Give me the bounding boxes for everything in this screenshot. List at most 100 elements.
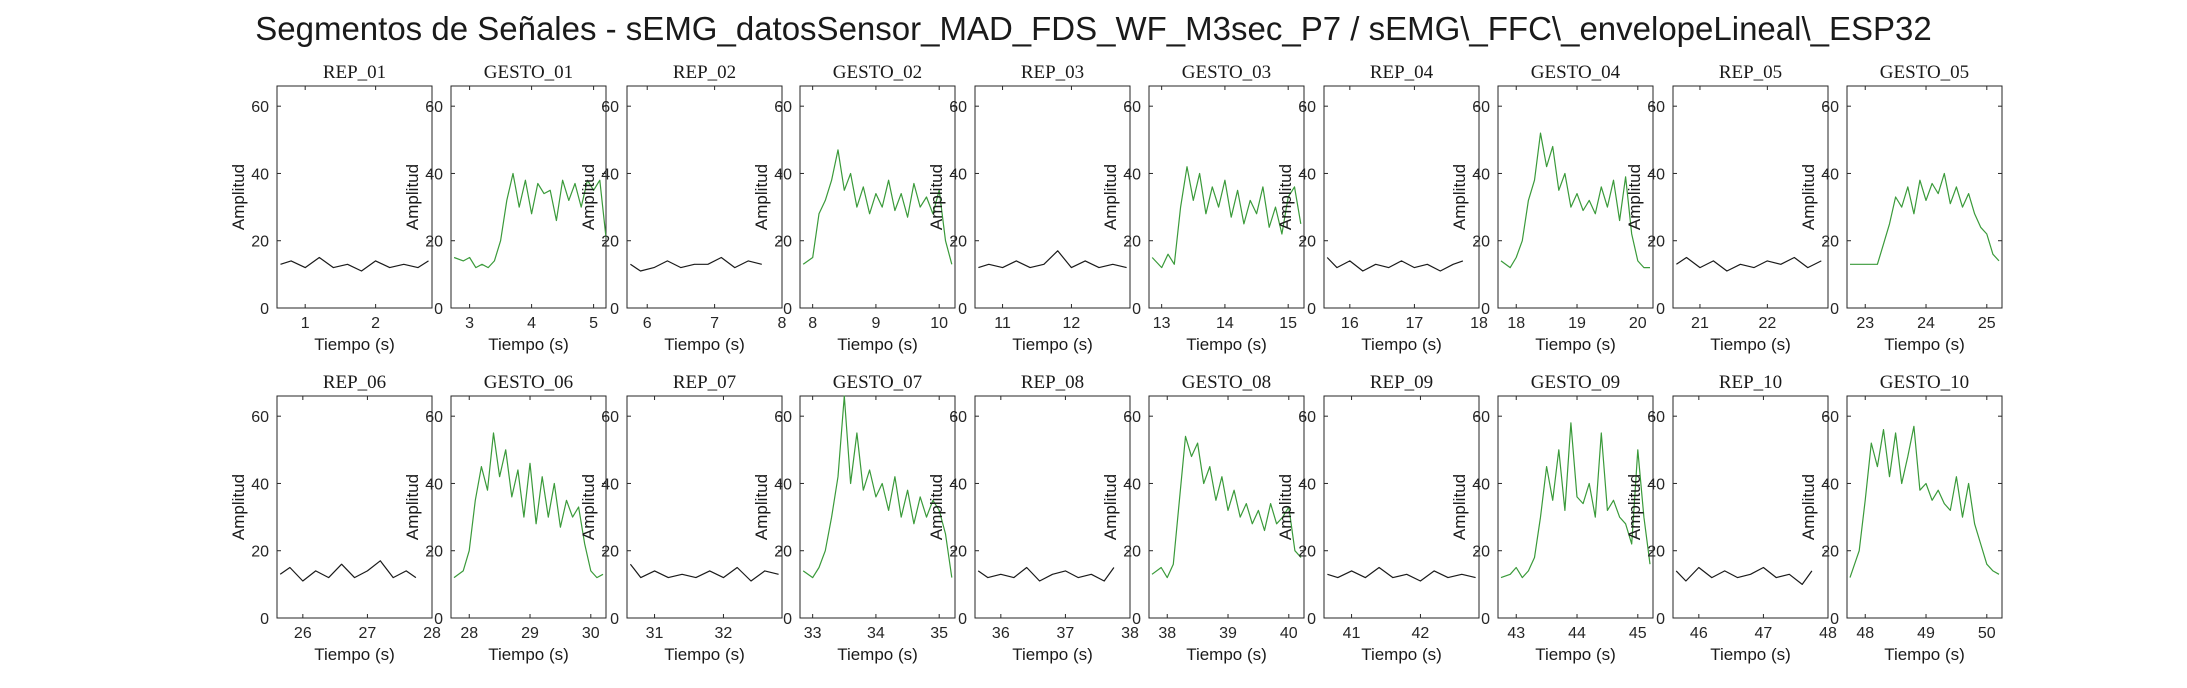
signal-line <box>1327 566 1476 582</box>
y-tick-label: 60 <box>949 99 967 116</box>
figure-title: Segmentos de Señales - sEMG_datosSensor_… <box>255 10 1932 47</box>
signal-line <box>1326 257 1464 272</box>
subplot: REP_06 0 20 40 60 26 27 28 Tiempo (s) Amplitud <box>229 372 441 664</box>
y-tick-label: 40 <box>251 166 269 183</box>
x-tick-label: 39 <box>1219 625 1237 642</box>
x-tick-label: 30 <box>582 625 600 642</box>
y-tick-label: 40 <box>774 166 792 183</box>
y-tick-label: 0 <box>1132 301 1141 318</box>
signal-line <box>1151 435 1302 579</box>
y-tick-label: 60 <box>1647 409 1665 426</box>
x-axis-label: Tiempo (s) <box>1361 335 1442 354</box>
x-axis-label: Tiempo (s) <box>1012 645 1093 664</box>
x-tick-label: 46 <box>1690 625 1708 642</box>
x-axis-label: Tiempo (s) <box>1012 335 1093 354</box>
y-tick-label: 60 <box>251 99 269 116</box>
y-tick-label: 60 <box>1821 409 1839 426</box>
y-tick-label: 20 <box>1298 234 1316 251</box>
y-tick-label: 0 <box>434 301 443 318</box>
axes-box <box>626 85 783 309</box>
subplot: REP_01 0 20 40 60 1 2 Tiempo (s) Amplitud <box>229 62 433 354</box>
y-tick-label: 60 <box>1298 99 1316 116</box>
y-axis-label: Amplitud <box>1625 474 1644 540</box>
subplot-title: GESTO_07 <box>833 372 922 393</box>
y-tick-label: 0 <box>1132 611 1141 628</box>
y-tick-label: 20 <box>1647 234 1665 251</box>
subplot-title: GESTO_08 <box>1182 372 1271 393</box>
y-tick-label: 0 <box>260 611 269 628</box>
y-tick-label: 0 <box>1656 301 1665 318</box>
y-tick-label: 0 <box>1830 611 1839 628</box>
y-tick-label: 20 <box>251 234 269 251</box>
subplot-title: REP_01 <box>323 62 386 83</box>
subplot: REP_08 0 20 40 60 36 37 38 Tiempo (s) Amplitud <box>927 372 1139 664</box>
x-tick-label: 28 <box>460 625 478 642</box>
x-axis-label: Tiempo (s) <box>837 645 918 664</box>
y-axis-label: Amplitud <box>752 164 771 230</box>
y-tick-label: 0 <box>958 301 967 318</box>
y-tick-label: 0 <box>434 611 443 628</box>
subplot-title: REP_09 <box>1370 372 1433 393</box>
axes-box <box>1672 85 1829 309</box>
x-tick-label: 36 <box>992 625 1010 642</box>
axes-box <box>1148 85 1305 309</box>
x-tick-label: 7 <box>710 315 719 332</box>
signal-line <box>1675 566 1813 586</box>
x-tick-label: 29 <box>521 625 539 642</box>
x-tick-label: 17 <box>1406 315 1424 332</box>
y-axis-label: Amplitud <box>579 474 598 540</box>
y-tick-label: 0 <box>1481 301 1490 318</box>
y-tick-label: 0 <box>1307 611 1316 628</box>
signal-line <box>629 563 779 582</box>
x-tick-label: 50 <box>1978 625 1996 642</box>
axes-box <box>1323 395 1480 619</box>
x-axis-label: Tiempo (s) <box>1186 335 1267 354</box>
subplot-title: REP_05 <box>1719 62 1782 83</box>
y-tick-label: 20 <box>1123 234 1141 251</box>
subplot-title: GESTO_01 <box>484 62 573 83</box>
y-tick-label: 40 <box>1821 476 1839 493</box>
y-tick-label: 40 <box>601 476 619 493</box>
y-tick-label: 20 <box>1123 544 1141 561</box>
axes-box <box>1846 85 2003 309</box>
y-tick-label: 60 <box>425 99 443 116</box>
y-tick-label: 0 <box>1830 301 1839 318</box>
subplot: REP_02 0 20 40 60 6 7 8 Tiempo (s) Amplitud <box>579 62 787 354</box>
y-axis-label: Amplitud <box>1450 474 1469 540</box>
subplot: REP_03 0 20 40 60 11 12 Tiempo (s) Amplitud <box>927 62 1131 354</box>
y-tick-label: 40 <box>1298 166 1316 183</box>
x-tick-label: 49 <box>1917 625 1935 642</box>
axes-box <box>1846 395 2003 619</box>
y-axis-label: Amplitud <box>229 474 248 540</box>
y-tick-label: 20 <box>425 234 443 251</box>
x-axis-label: Tiempo (s) <box>1535 645 1616 664</box>
x-axis-label: Tiempo (s) <box>1361 645 1442 664</box>
x-tick-label: 20 <box>1629 315 1647 332</box>
x-tick-label: 37 <box>1057 625 1075 642</box>
y-tick-label: 40 <box>1123 476 1141 493</box>
y-tick-label: 60 <box>774 99 792 116</box>
signal-line <box>453 432 604 579</box>
x-tick-label: 4 <box>527 315 536 332</box>
y-tick-label: 40 <box>1472 476 1490 493</box>
x-tick-label: 38 <box>1121 625 1139 642</box>
x-tick-label: 28 <box>423 625 441 642</box>
subplot-title: REP_07 <box>673 372 736 393</box>
y-tick-label: 0 <box>1656 611 1665 628</box>
y-tick-label: 20 <box>1298 544 1316 561</box>
axes-box <box>1148 395 1305 619</box>
x-tick-label: 42 <box>1412 625 1430 642</box>
signal-line <box>977 566 1115 582</box>
y-tick-label: 40 <box>1123 166 1141 183</box>
y-tick-label: 40 <box>1472 166 1490 183</box>
y-tick-label: 20 <box>601 234 619 251</box>
x-tick-label: 8 <box>778 315 787 332</box>
y-axis-label: Amplitud <box>1799 164 1818 230</box>
signal-line <box>802 395 953 579</box>
subplot-title: REP_10 <box>1719 372 1782 393</box>
x-tick-label: 34 <box>867 625 885 642</box>
y-tick-label: 20 <box>251 544 269 561</box>
y-tick-label: 60 <box>1472 409 1490 426</box>
x-tick-label: 3 <box>465 315 474 332</box>
